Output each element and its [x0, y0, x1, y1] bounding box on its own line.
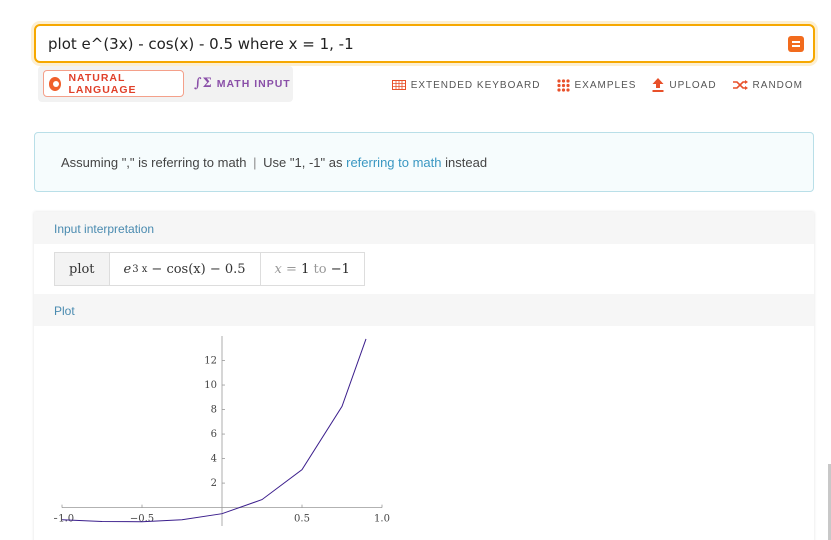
- interp-eq: =: [286, 261, 297, 277]
- y-tick-label: 10: [204, 380, 217, 391]
- interp-plot-cell: plot: [55, 253, 110, 285]
- compute-button[interactable]: [788, 36, 804, 52]
- natural-language-icon: [49, 76, 62, 91]
- extended-keyboard-button[interactable]: EXTENDED KEYBOARD: [391, 79, 541, 91]
- math-input-label: MATH INPUT: [216, 77, 291, 90]
- random-label: RANDOM: [752, 79, 803, 91]
- assumption-use-text: Use "1, -1" as: [263, 155, 343, 170]
- input-interpretation-header: Input interpretation: [34, 212, 814, 244]
- shuffle-icon: [732, 80, 748, 90]
- y-tick-label: 8: [211, 405, 217, 416]
- assumption-box: Assuming "," is referring to math | Use …: [34, 132, 814, 192]
- series-line: [61, 338, 367, 523]
- y-tick-label: 2: [211, 478, 217, 489]
- x-tick-label: −1.0: [54, 514, 74, 525]
- scrollbar[interactable]: [828, 464, 831, 540]
- search-input[interactable]: plot e^(3x) - cos(x) - 0.5 where x = 1, …: [48, 35, 354, 53]
- x-tick-label: 1.0: [374, 514, 390, 525]
- interp-from: 1: [301, 261, 310, 277]
- assumption-link[interactable]: referring to math: [346, 155, 442, 170]
- keyboard-icon: [391, 80, 406, 90]
- assumption-separator: |: [253, 155, 257, 170]
- interp-to: −1: [330, 261, 350, 277]
- y-tick-label: 6: [211, 429, 217, 440]
- upload-label: UPLOAD: [669, 79, 717, 91]
- upload-icon: [652, 78, 664, 92]
- interp-rest: − cos(x) − 0.5: [151, 261, 246, 277]
- interp-to-word: to: [313, 261, 327, 277]
- results-panel: Input interpretation plot e 3 x − cos(x)…: [34, 212, 814, 540]
- assumption-text: Assuming "," is referring to math | Use …: [61, 155, 487, 170]
- interp-var: x: [274, 261, 282, 277]
- toolbar: EXTENDED KEYBOARD EXAMPLES UPLOAD RANDOM: [376, 78, 803, 92]
- y-tick-label: 12: [204, 356, 217, 367]
- input-interpretation-table: plot e 3 x − cos(x) − 0.5 x = 1 to −1: [54, 252, 365, 286]
- input-interpretation-title: Input interpretation: [54, 222, 155, 236]
- search-box[interactable]: plot e^(3x) - cos(x) - 0.5 where x = 1, …: [34, 24, 815, 63]
- assumption-suffix: instead: [445, 155, 488, 170]
- assumption-prefix: Assuming "," is referring to math: [61, 155, 247, 170]
- interp-function-cell: e 3 x − cos(x) − 0.5: [110, 253, 261, 285]
- plot-title: Plot: [54, 304, 75, 318]
- natural-language-label: NATURAL LANGUAGE: [68, 71, 137, 96]
- plot-header: Plot: [34, 294, 814, 326]
- x-tick-label: −0.5: [130, 514, 154, 525]
- examples-label: EXAMPLES: [574, 79, 637, 91]
- plot-chart: −1.0 −0.5 0.5 1.0 2 4 6 8 10 12: [54, 336, 390, 526]
- y-tick-label: 4: [211, 454, 217, 465]
- interp-base: e: [123, 261, 132, 277]
- interp-exponent: 3 x: [132, 263, 148, 275]
- input-mode-group: NATURAL LANGUAGE ∫Σ MATH INPUT: [38, 66, 293, 102]
- interp-range-cell: x = 1 to −1: [261, 253, 364, 285]
- upload-button[interactable]: UPLOAD: [652, 78, 716, 92]
- random-button[interactable]: RANDOM: [732, 79, 803, 91]
- grid-icon: [556, 78, 570, 92]
- x-tick-label: 0.5: [294, 514, 310, 525]
- extended-keyboard-label: EXTENDED KEYBOARD: [410, 79, 541, 91]
- math-input-button[interactable]: ∫Σ MATH INPUT: [194, 70, 291, 97]
- math-input-icon: ∫Σ: [194, 76, 213, 91]
- natural-language-button[interactable]: NATURAL LANGUAGE: [43, 70, 184, 97]
- examples-button[interactable]: EXAMPLES: [556, 78, 637, 92]
